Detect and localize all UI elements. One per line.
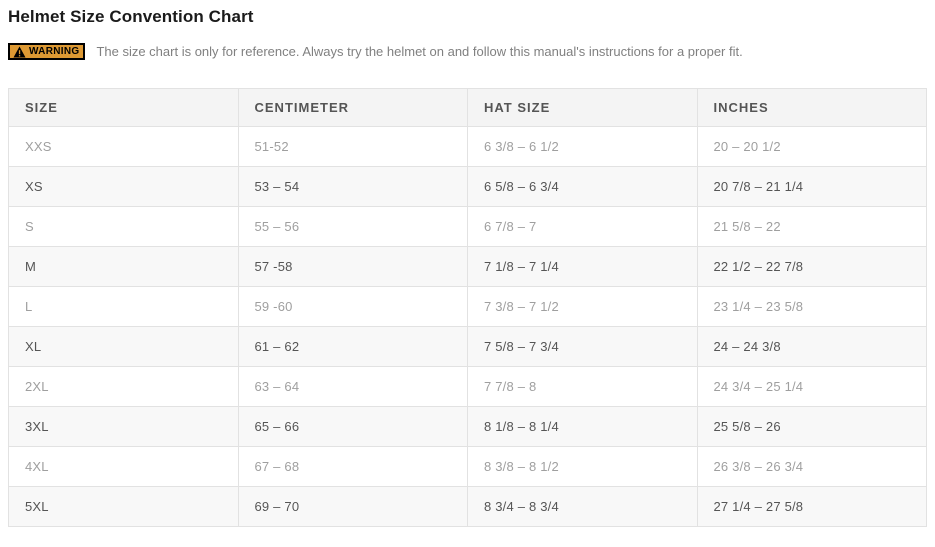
table-cell: 8 3/4 – 8 3/4 xyxy=(467,486,698,527)
table-row: 3XL 65 – 66 8 1/8 – 8 1/4 25 5/8 – 26 xyxy=(8,406,927,447)
warning-badge: WARNING xyxy=(8,43,86,60)
page-title: Helmet Size Convention Chart xyxy=(8,7,254,26)
warning-triangle-icon xyxy=(13,46,26,57)
table-cell: 59 -60 xyxy=(237,286,468,327)
warning-text: The size chart is only for reference. Al… xyxy=(96,44,743,59)
table-row: 4XL 67 – 68 8 3/8 – 8 1/2 26 3/8 – 26 3/4 xyxy=(8,446,927,487)
table-cell: 55 – 56 xyxy=(237,206,468,247)
table-cell: S xyxy=(8,206,239,247)
column-header-inches: INCHES xyxy=(696,88,927,127)
table-row: XS 53 – 54 6 5/8 – 6 3/4 20 7/8 – 21 1/4 xyxy=(8,166,927,207)
table-cell: XXS xyxy=(8,126,239,167)
page: Helmet Size Convention Chart WARNING The… xyxy=(8,7,927,527)
table-cell: 5XL xyxy=(8,486,239,527)
table-cell: 27 1/4 – 27 5/8 xyxy=(696,486,927,527)
warning-note: WARNING The size chart is only for refer… xyxy=(8,43,927,60)
column-header-size: SIZE xyxy=(8,88,239,127)
table-cell: 6 3/8 – 6 1/2 xyxy=(467,126,698,167)
column-header-centimeter: CENTIMETER xyxy=(237,88,468,127)
column-header-hat-size: HAT SIZE xyxy=(467,88,698,127)
table-cell: 6 7/8 – 7 xyxy=(467,206,698,247)
table-cell: L xyxy=(8,286,239,327)
table-row: 2XL 63 – 64 7 7/8 – 8 24 3/4 – 25 1/4 xyxy=(8,366,927,407)
table-cell: 24 3/4 – 25 1/4 xyxy=(696,366,927,407)
table-cell: 57 -58 xyxy=(237,246,468,287)
table-cell: 21 5/8 – 22 xyxy=(696,206,927,247)
table-cell: XL xyxy=(8,326,239,367)
table-cell: 22 1/2 – 22 7/8 xyxy=(696,246,927,287)
table-cell: 4XL xyxy=(8,446,239,487)
table-row: M 57 -58 7 1/8 – 7 1/4 22 1/2 – 22 7/8 xyxy=(8,246,927,287)
warning-badge-label: WARNING xyxy=(29,45,80,57)
table-cell: 6 5/8 – 6 3/4 xyxy=(467,166,698,207)
table-cell: 3XL xyxy=(8,406,239,447)
table-header-row: SIZE CENTIMETER HAT SIZE INCHES xyxy=(8,88,927,127)
table-cell: 20 7/8 – 21 1/4 xyxy=(696,166,927,207)
table-cell: 53 – 54 xyxy=(237,166,468,207)
table-row: L 59 -60 7 3/8 – 7 1/2 23 1/4 – 23 5/8 xyxy=(8,286,927,327)
table-cell: 20 – 20 1/2 xyxy=(696,126,927,167)
table-cell: 67 – 68 xyxy=(237,446,468,487)
table-cell: 7 5/8 – 7 3/4 xyxy=(467,326,698,367)
table-cell: 2XL xyxy=(8,366,239,407)
table-cell: 65 – 66 xyxy=(237,406,468,447)
table-cell: 7 1/8 – 7 1/4 xyxy=(467,246,698,287)
table-body: XXS 51-52 6 3/8 – 6 1/2 20 – 20 1/2 XS 53 – 5… xyxy=(8,126,927,527)
table-cell: XS xyxy=(8,166,239,207)
table-cell: 7 7/8 – 8 xyxy=(467,366,698,407)
table-row: XL 61 – 62 7 5/8 – 7 3/4 24 – 24 3/8 xyxy=(8,326,927,367)
size-chart-table: SIZE CENTIMETER HAT SIZE INCHES XXS 51-52… xyxy=(8,88,927,527)
table-cell: 26 3/8 – 26 3/4 xyxy=(696,446,927,487)
table-cell: M xyxy=(8,246,239,287)
table-cell: 51-52 xyxy=(237,126,468,167)
table-cell: 69 – 70 xyxy=(237,486,468,527)
table-cell: 23 1/4 – 23 5/8 xyxy=(696,286,927,327)
table-row: S 55 – 56 6 7/8 – 7 21 5/8 – 22 xyxy=(8,206,927,247)
table-cell: 63 – 64 xyxy=(237,366,468,407)
table-cell: 8 1/8 – 8 1/4 xyxy=(467,406,698,447)
table-cell: 7 3/8 – 7 1/2 xyxy=(467,286,698,327)
table-cell: 24 – 24 3/8 xyxy=(696,326,927,367)
table-row: XXS 51-52 6 3/8 – 6 1/2 20 – 20 1/2 xyxy=(8,126,927,167)
table-row: 5XL 69 – 70 8 3/4 – 8 3/4 27 1/4 – 27 5/8 xyxy=(8,486,927,527)
table-cell: 8 3/8 – 8 1/2 xyxy=(467,446,698,487)
table-cell: 61 – 62 xyxy=(237,326,468,367)
table-cell: 25 5/8 – 26 xyxy=(696,406,927,447)
